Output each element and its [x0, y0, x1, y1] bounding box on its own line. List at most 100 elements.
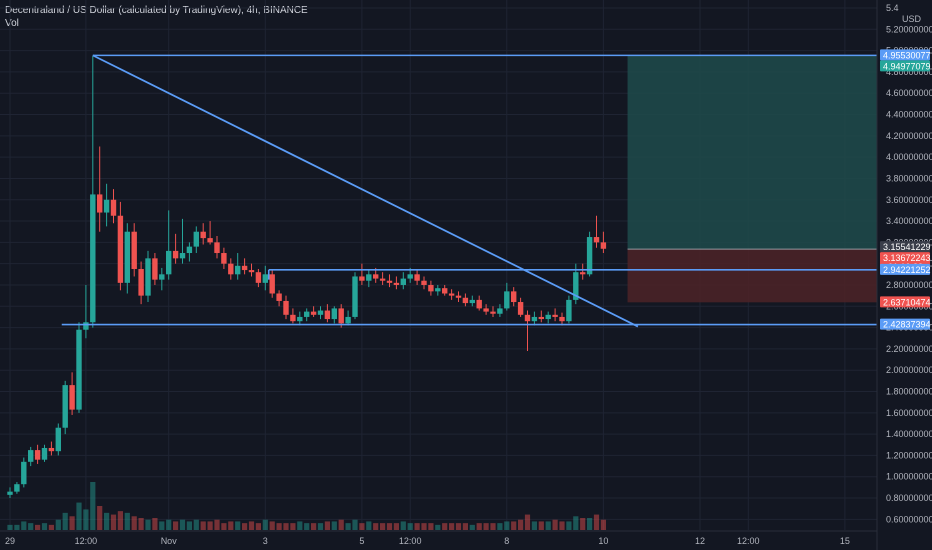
candle [138, 261, 144, 305]
candle-body [455, 295, 462, 298]
time-tick-label: 15 [840, 536, 850, 546]
volume-bar [421, 523, 427, 530]
candle [290, 308, 296, 324]
candle [448, 289, 455, 300]
candles [7, 55, 607, 499]
candle-body [366, 274, 372, 281]
time-tick-label: 29 [5, 536, 15, 546]
candle [600, 231, 607, 254]
time-tick-label: Nov [161, 536, 178, 546]
candle-body [152, 258, 158, 280]
volume-bar [400, 521, 406, 530]
candle [283, 295, 289, 320]
candle [297, 311, 303, 326]
chart-title: Decentraland / US Dollar (calculated by … [5, 5, 308, 16]
candle-body [41, 447, 48, 460]
candle [524, 310, 531, 352]
price-tick-label: 2.00000000 [886, 365, 932, 375]
volume-bar [152, 518, 158, 530]
drawings[interactable] [61, 54, 877, 328]
candle-body [34, 450, 41, 460]
volume-bar [255, 523, 261, 530]
volume-bar [407, 523, 413, 530]
loss-zone [627, 249, 877, 303]
position-zones[interactable] [627, 55, 877, 303]
candle-body [207, 238, 213, 243]
candle-body [511, 291, 517, 303]
volume-bar [55, 519, 61, 530]
candle-body [559, 316, 565, 322]
candle-body [324, 310, 331, 320]
currency-label: USD [902, 14, 922, 24]
volume-bar [359, 523, 365, 530]
candle [352, 272, 358, 320]
volume-bar [580, 518, 586, 530]
volume-bar [593, 514, 600, 530]
volume-bar [41, 523, 48, 530]
candle-body [414, 274, 420, 281]
volume-bar [338, 519, 344, 530]
candle [200, 223, 206, 245]
candle [552, 308, 558, 322]
volume-indicator-label[interactable]: Vol [5, 18, 19, 29]
candle [14, 482, 20, 494]
price-tick-label: 3.60000000 [886, 195, 932, 205]
volume-bar [138, 518, 144, 530]
candle-body [407, 274, 413, 279]
candle [531, 311, 538, 326]
volume-bar [242, 523, 248, 530]
candle-body [166, 250, 172, 275]
volume-bar [69, 516, 75, 530]
volume-bar [173, 521, 179, 530]
trendline [92, 54, 639, 328]
candle [269, 269, 275, 298]
candle-body [172, 250, 179, 259]
price-tag-value: 4.94977079 [883, 61, 931, 71]
candle-body [345, 316, 351, 324]
volume-bar [166, 519, 172, 530]
candle [262, 265, 268, 291]
volume-bar [455, 523, 462, 530]
candle-body [421, 280, 427, 285]
price-tag: 4.94977079 [880, 60, 931, 72]
candle-body [586, 237, 593, 275]
time-tick-label: 10 [598, 536, 608, 546]
price-tick-label: 4.40000000 [886, 110, 932, 120]
volume-bar [345, 523, 351, 530]
price-tick-label: 1.60000000 [886, 408, 932, 418]
candle [41, 444, 48, 462]
candle [83, 284, 89, 339]
time-tick-label: 3 [263, 536, 268, 546]
candle-body [338, 308, 344, 324]
candle-body [524, 314, 531, 322]
candle [55, 423, 61, 456]
candle [235, 253, 241, 280]
candle-body [386, 280, 393, 283]
volume-bar [566, 521, 572, 530]
candle [517, 297, 524, 317]
volume-bar [193, 519, 199, 530]
price-tick-label: 2.20000000 [886, 344, 932, 354]
volume-bar [124, 512, 130, 530]
candle [435, 284, 441, 296]
candle-body [531, 316, 538, 322]
candle [248, 263, 255, 277]
volume-bar [504, 521, 510, 530]
price-axis[interactable]: 0.60000000 0.80000000 1.00000000 1.20000000… [876, 0, 932, 550]
candle [455, 291, 462, 303]
candle-body [290, 314, 296, 322]
candle [97, 146, 103, 232]
candle [103, 183, 110, 227]
volume-bar [497, 523, 503, 530]
candle [379, 272, 386, 285]
volume-bar [28, 523, 34, 530]
volume-bar [524, 514, 531, 530]
candle [228, 258, 234, 280]
candle [559, 312, 565, 326]
candle-body [138, 269, 144, 296]
candle-body [76, 329, 82, 410]
candle-body [255, 272, 262, 283]
volume-bar [386, 523, 393, 530]
